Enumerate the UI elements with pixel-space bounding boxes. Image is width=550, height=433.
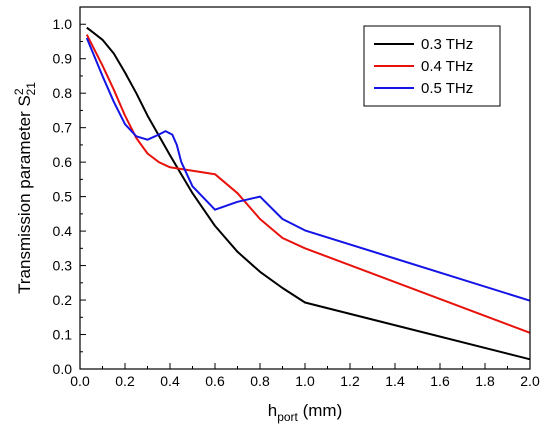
x-tick-label: 1.8 bbox=[475, 373, 495, 389]
y-tick-label: 0.7 bbox=[53, 120, 73, 136]
y-tick-label: 0.9 bbox=[53, 51, 73, 67]
x-tick-label: 1.0 bbox=[295, 373, 315, 389]
y-tick-label: 0.3 bbox=[53, 258, 73, 274]
legend-label-2: 0.5 THz bbox=[421, 80, 473, 97]
x-axis-title-suffix: (mm) bbox=[298, 401, 342, 420]
y-tick-label: 0.4 bbox=[53, 223, 73, 239]
y-axis-title: Transmission parameter S221 bbox=[12, 82, 38, 294]
plot-frame bbox=[79, 6, 531, 370]
x-tick-label: 0.2 bbox=[115, 373, 135, 389]
x-tick-label: 1.4 bbox=[385, 373, 405, 389]
x-tick-label: 2.0 bbox=[520, 373, 540, 389]
x-tick-label: 0.4 bbox=[160, 373, 180, 389]
y-tick-label: 0.0 bbox=[53, 361, 73, 377]
series-layer bbox=[85, 26, 531, 361]
legend-label-1: 0.4 THz bbox=[421, 58, 473, 75]
x-axis-title: hport (mm) bbox=[268, 401, 343, 424]
y-tick-label: 0.8 bbox=[53, 85, 73, 101]
y-tick-label: 0.6 bbox=[53, 154, 73, 170]
y-tick-label: 0.1 bbox=[53, 327, 73, 343]
series-line-1 bbox=[85, 34, 531, 334]
tick-labels-layer: 0.0 0.2 0.4 0.6 0.8 1.0 1.2 1.4 1.6 1.8 2.0 0.0 0.1 0… bbox=[53, 16, 540, 389]
x-tick-label: 0.6 bbox=[205, 373, 225, 389]
x-tick-label: 0.8 bbox=[250, 373, 270, 389]
y-axis-title-superscript: 2 bbox=[12, 88, 26, 95]
x-tick-label: 1.2 bbox=[340, 373, 360, 389]
x-tick-label: 0.0 bbox=[70, 373, 90, 389]
legend: 0.3 THz 0.4 THz 0.5 THz bbox=[363, 25, 501, 107]
y-tick-label: 0.2 bbox=[53, 292, 73, 308]
x-axis-title-base: h bbox=[268, 401, 277, 420]
series-line-2 bbox=[85, 37, 531, 302]
series-line-0 bbox=[86, 26, 531, 361]
legend-label-0: 0.3 THz bbox=[421, 36, 473, 53]
y-axis-title-base: Transmission parameter S bbox=[15, 95, 34, 294]
y-tick-label: 1.0 bbox=[53, 16, 73, 32]
x-tick-label: 1.6 bbox=[430, 373, 450, 389]
y-axis-title-subscript: 21 bbox=[24, 82, 38, 96]
x-axis-title-subscript: port bbox=[277, 410, 298, 424]
y-tick-label: 0.5 bbox=[53, 189, 73, 205]
